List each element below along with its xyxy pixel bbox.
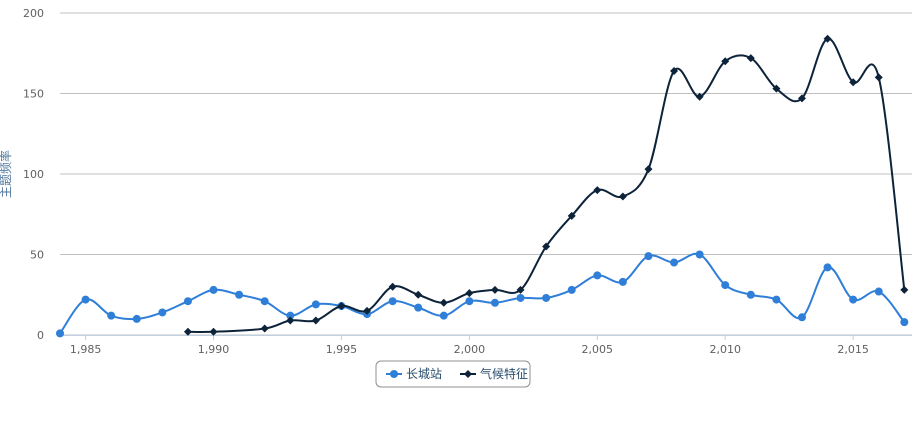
data-point — [414, 290, 423, 299]
data-point — [900, 285, 909, 294]
data-point — [388, 297, 397, 306]
x-tick-label: 1,985 — [70, 343, 102, 356]
x-tick-label: 1,995 — [326, 343, 358, 356]
x-tick-label: 1,990 — [198, 343, 230, 356]
legend-marker — [390, 370, 398, 378]
y-tick-label: 150 — [23, 88, 44, 101]
data-point — [721, 281, 730, 290]
data-point — [158, 308, 167, 317]
data-point — [516, 285, 525, 294]
data-point — [235, 290, 244, 299]
data-point — [772, 295, 781, 304]
x-tick-label: 2,015 — [837, 343, 869, 356]
data-point — [849, 295, 858, 304]
data-point — [772, 84, 781, 93]
data-point — [388, 282, 397, 291]
data-point — [490, 285, 499, 294]
data-point — [516, 293, 525, 302]
y-tick-label: 50 — [30, 249, 44, 262]
data-point — [746, 54, 755, 63]
data-point — [874, 287, 883, 296]
data-point — [209, 285, 218, 294]
y-tick-label: 100 — [23, 168, 44, 181]
data-point — [900, 318, 909, 327]
legend-label[interactable]: 长城站 — [406, 367, 442, 381]
data-point — [183, 327, 192, 336]
data-point — [797, 313, 806, 322]
data-point — [695, 92, 704, 101]
data-point — [81, 295, 90, 304]
data-point — [439, 298, 448, 307]
data-point — [746, 290, 755, 299]
series-line — [59, 252, 906, 334]
data-point — [490, 298, 499, 307]
data-point — [618, 192, 627, 201]
data-point — [286, 311, 295, 320]
data-point — [670, 258, 679, 267]
data-point — [56, 329, 64, 338]
x-tick-label: 2,005 — [582, 343, 614, 356]
data-point — [107, 311, 116, 320]
data-point — [209, 327, 218, 336]
y-tick-label: 0 — [37, 329, 44, 342]
data-point — [183, 297, 192, 306]
data-point — [849, 78, 858, 87]
data-point — [644, 252, 653, 261]
legend-label[interactable]: 气候特征 — [480, 366, 528, 381]
data-point — [644, 165, 653, 174]
x-tick-label: 2,010 — [709, 343, 741, 356]
legend-marker — [464, 370, 472, 378]
x-tick-label: 2,000 — [454, 343, 486, 356]
data-point — [593, 186, 602, 195]
data-point — [311, 300, 320, 309]
data-point — [542, 242, 551, 251]
data-point — [695, 250, 704, 259]
data-point — [260, 297, 269, 306]
data-point — [414, 303, 423, 312]
data-point — [593, 271, 602, 280]
data-point — [337, 302, 346, 311]
data-point — [721, 57, 730, 66]
data-point — [618, 277, 627, 286]
legend-box — [375, 360, 531, 388]
data-point — [465, 289, 474, 298]
data-point — [567, 211, 576, 220]
data-point — [823, 263, 832, 272]
series-line — [187, 37, 906, 334]
data-point — [465, 297, 474, 306]
data-point — [286, 316, 295, 325]
data-point — [260, 324, 269, 333]
data-point — [874, 73, 883, 82]
y-tick-label: 200 — [23, 7, 44, 20]
y-axis-title: 主题频率 — [0, 150, 13, 198]
data-point — [132, 314, 141, 323]
data-point — [363, 306, 372, 315]
data-point — [311, 316, 320, 325]
data-point — [542, 293, 551, 302]
data-point — [670, 66, 679, 75]
data-point — [567, 285, 576, 294]
data-point — [439, 311, 448, 320]
data-point — [797, 94, 806, 103]
data-point — [823, 34, 832, 43]
